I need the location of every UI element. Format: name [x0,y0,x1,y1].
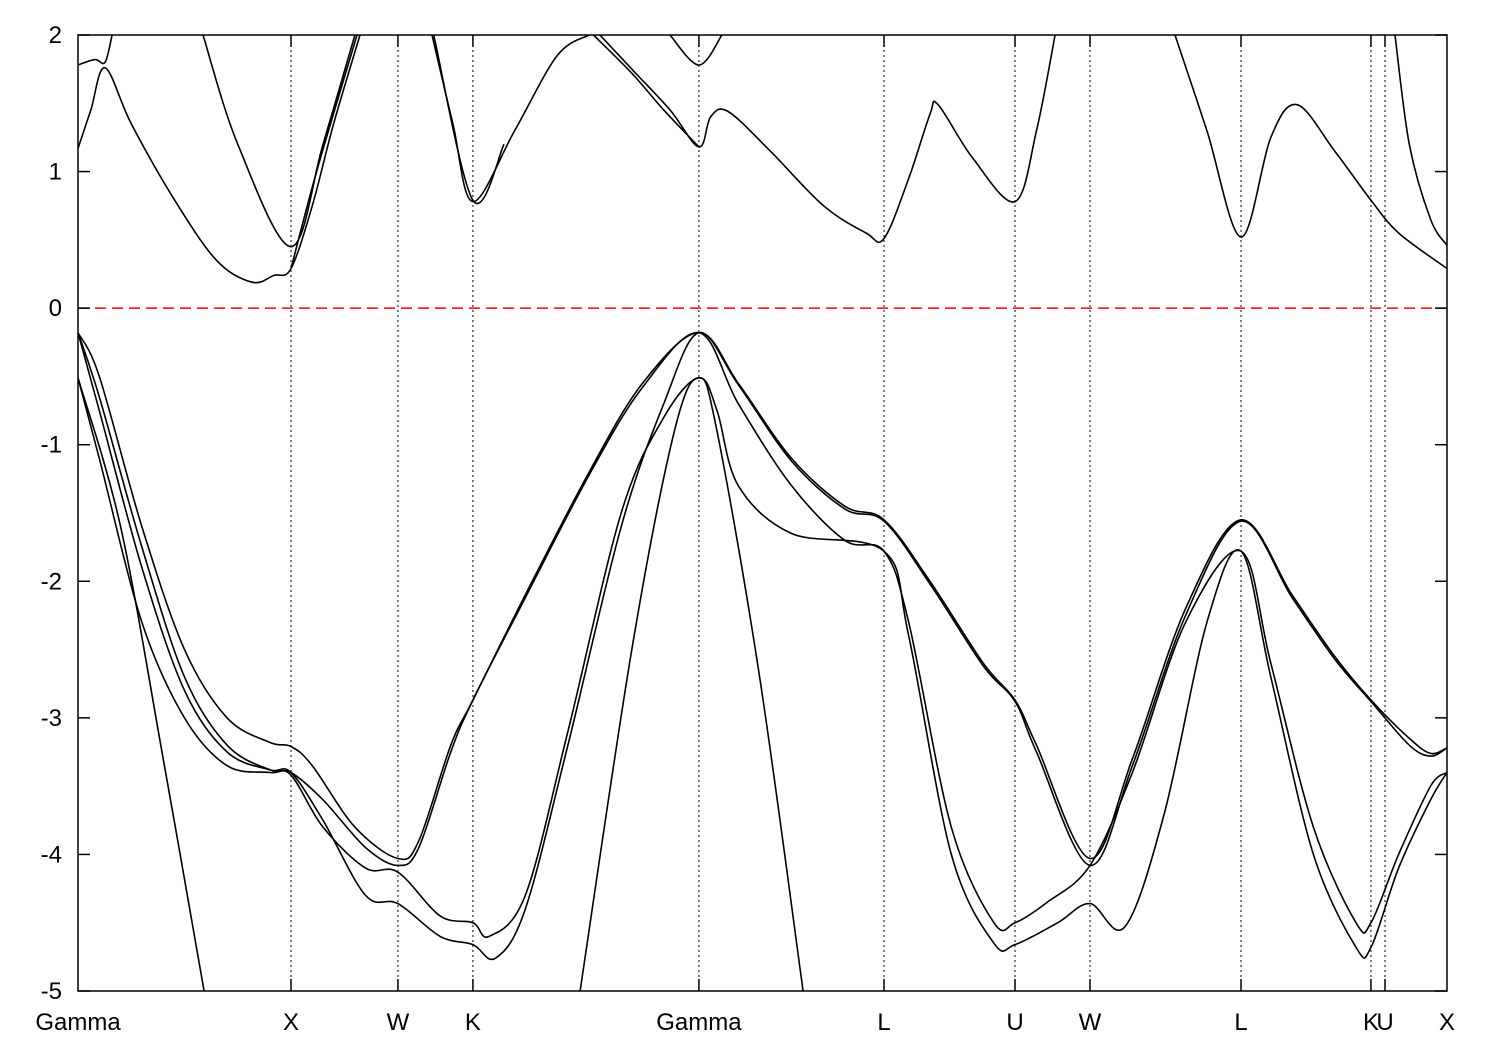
bands [78,35,1447,991]
y-tick-label: -5 [41,978,62,1005]
x-tick-label: X [283,1009,299,1036]
x-axis: Gamma X W K Gamma L U W L KU X [35,35,1455,1036]
y-axis: -5 -4 -3 -2 -1 0 1 2 [41,22,1447,1005]
band-line-13 [78,331,1447,961]
x-tick-label: L [1234,1009,1247,1036]
x-tick-label: W [1079,1009,1102,1036]
y-tick-label: -2 [41,568,62,595]
x-tick-label: U [1376,1009,1393,1036]
y-tick-label: 1 [49,159,62,186]
x-tick-label: K [1363,1009,1379,1036]
band-line-2 [599,35,1056,244]
band-line-1 [431,35,590,203]
x-tick-label: W [387,1009,410,1036]
x-tick-label: L [877,1009,890,1036]
band-line-11 [78,331,1447,861]
band-line-16 [579,376,804,991]
y-tick-label: -1 [41,432,62,459]
x-tick-label: Gamma [35,1009,121,1036]
band-line-12 [78,331,1447,934]
band-line-4 [78,35,113,66]
band-line-10 [1394,35,1447,246]
band-line-9 [592,35,700,148]
plot-frame [77,34,1448,992]
y-tick-label: 2 [49,22,62,49]
band-line-3 [1174,35,1447,270]
x-tick-label: K [465,1009,481,1036]
high-symmetry-lines [290,35,1386,991]
x-tick-label: U [1006,1009,1023,1036]
y-tick-label: -3 [41,705,62,732]
y-tick-label: 0 [49,295,62,322]
band-line-15 [78,377,205,991]
x-tick-label: X [1439,1009,1455,1036]
band-line-0 [78,35,361,284]
band-line-14 [78,377,1447,959]
x-tick-label: Gamma [656,1009,742,1036]
band-line-7 [432,35,505,205]
y-tick-label: -4 [41,841,62,868]
band-line-8 [669,35,723,66]
band-line-5 [202,35,356,248]
band-line-6 [290,35,358,269]
